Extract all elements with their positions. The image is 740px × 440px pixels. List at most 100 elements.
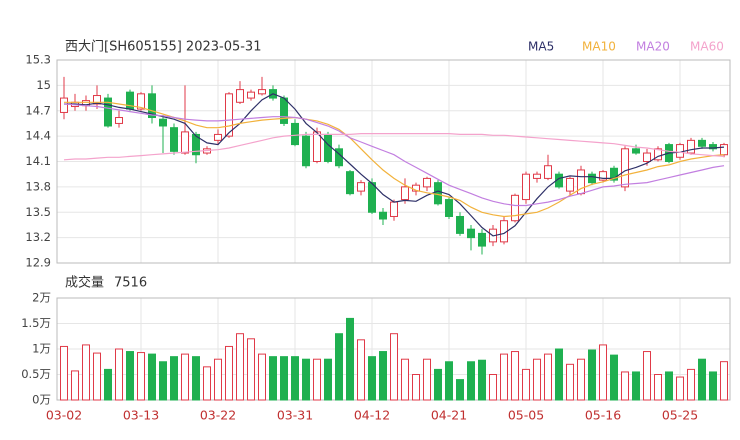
candle-body	[434, 182, 442, 205]
candle-body	[192, 133, 200, 156]
volume-bar	[423, 358, 431, 401]
legend-label: MA60	[690, 40, 724, 54]
volume-bar	[445, 361, 453, 401]
volume-bar	[203, 366, 211, 401]
candle-body	[544, 165, 552, 179]
volume-bar	[379, 351, 387, 401]
candle-body	[445, 199, 453, 217]
candle-body	[456, 215, 464, 234]
candle-body	[302, 135, 310, 167]
x-tick-label: 03-02	[46, 408, 82, 423]
candle-body	[148, 93, 156, 119]
volume-bar	[115, 348, 123, 401]
volume-bar	[522, 368, 530, 401]
candle-body	[478, 232, 486, 247]
candle-body	[621, 148, 629, 188]
volume-bar	[269, 356, 277, 401]
candle-body	[390, 201, 398, 217]
y-tick-label: 13.2	[25, 230, 51, 244]
candle-body	[214, 133, 222, 141]
candle-body	[280, 97, 288, 124]
candle-body	[137, 93, 145, 110]
y-tick-label: 14.4	[25, 129, 51, 143]
y-tick-label: 1.5万	[21, 316, 51, 330]
candle-body	[159, 118, 167, 127]
volume-bar	[632, 371, 640, 401]
volume-bar	[137, 352, 145, 401]
candle-body	[599, 171, 607, 181]
volume-bar	[676, 376, 684, 401]
volume-bar	[181, 353, 189, 401]
candle-body	[346, 171, 354, 195]
volume-bar	[643, 351, 651, 401]
x-tick-label: 03-22	[200, 408, 236, 423]
ma-line	[63, 133, 725, 161]
volume-bar	[159, 361, 167, 401]
volume-bar	[720, 361, 728, 401]
legend-label: MA5	[528, 40, 554, 54]
volume-bar	[544, 353, 552, 401]
volume-bar	[500, 353, 508, 401]
plot-frame	[56, 59, 731, 264]
volume-value: 7516	[114, 276, 147, 291]
volume-bar	[588, 349, 596, 401]
y-tick-label: 13.8	[25, 179, 51, 193]
candle-body	[511, 194, 519, 222]
volume-bar	[599, 344, 607, 401]
candle-body	[313, 131, 321, 162]
y-tick-label: 14.7	[25, 103, 51, 117]
candle-body	[357, 182, 365, 192]
volume-bar	[621, 371, 629, 401]
volume-bar	[577, 358, 585, 401]
volume-bar	[247, 338, 255, 401]
volume-bar	[93, 352, 101, 401]
candle-body	[522, 173, 530, 201]
volume-title: 成交量	[65, 275, 104, 291]
volume-bar	[192, 356, 200, 401]
candle-body	[170, 127, 178, 152]
candle-body	[533, 173, 541, 179]
legend-label: MA20	[636, 40, 670, 54]
volume-bar	[478, 359, 486, 401]
volume-bar	[170, 356, 178, 401]
volume-bar	[489, 374, 497, 401]
volume-bar	[412, 374, 420, 401]
candle-body	[379, 211, 387, 220]
volume-bar	[698, 358, 706, 401]
volume-bar	[236, 333, 244, 401]
volume-bar	[456, 379, 464, 401]
volume-bar	[82, 344, 90, 401]
volume-bar	[335, 333, 343, 401]
candle-body	[566, 177, 574, 192]
candle-body	[60, 97, 68, 113]
candle-body	[236, 89, 244, 103]
x-tick-label: 04-21	[431, 408, 467, 423]
candle-body	[588, 173, 596, 184]
x-tick-label: 04-12	[354, 408, 390, 423]
y-tick-label: 13.5	[25, 205, 51, 219]
candle-body	[720, 144, 728, 156]
volume-bar	[71, 370, 79, 401]
candle-body	[698, 139, 706, 147]
candle-body	[654, 148, 662, 161]
volume-bar	[346, 317, 354, 401]
candle-body	[93, 95, 101, 105]
volume-bar	[687, 368, 695, 401]
volume-bar	[280, 356, 288, 401]
candle-body	[324, 133, 332, 162]
candle-body	[401, 186, 409, 201]
candle-body	[258, 89, 266, 95]
volume-bar	[566, 363, 574, 401]
y-tick-label: 12.9	[25, 256, 51, 270]
candle-body	[368, 182, 376, 213]
candle-body	[423, 177, 431, 188]
candle-body	[610, 167, 618, 181]
volume-bar	[434, 368, 442, 401]
y-tick-label: 2万	[32, 291, 51, 305]
candle-body	[225, 93, 233, 137]
x-tick-label: 03-31	[277, 408, 313, 423]
volume-bar	[357, 339, 365, 401]
volume-bar	[313, 358, 321, 401]
candle-body	[643, 152, 651, 163]
